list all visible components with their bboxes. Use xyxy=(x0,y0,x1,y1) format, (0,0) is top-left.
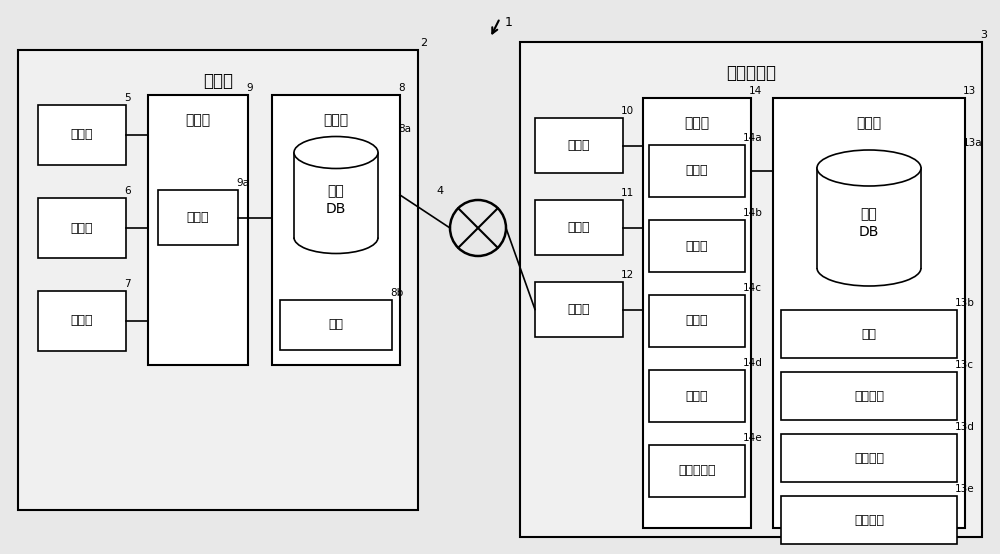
Text: 输出部: 输出部 xyxy=(71,222,93,234)
Text: 12: 12 xyxy=(621,270,634,280)
Bar xyxy=(781,310,957,358)
Ellipse shape xyxy=(294,136,378,168)
Text: 3: 3 xyxy=(980,30,987,40)
Text: 7: 7 xyxy=(124,279,131,289)
Text: 存储部: 存储部 xyxy=(856,116,882,130)
Bar xyxy=(643,98,751,528)
Text: 输入部: 输入部 xyxy=(568,139,590,152)
Text: 1: 1 xyxy=(505,16,513,29)
Text: 6: 6 xyxy=(124,186,131,196)
Text: 控制部: 控制部 xyxy=(684,116,710,130)
Text: 13: 13 xyxy=(963,86,976,96)
Text: 频率数据: 频率数据 xyxy=(854,452,884,464)
Text: 14a: 14a xyxy=(743,133,763,143)
Bar xyxy=(158,190,238,245)
Text: 14c: 14c xyxy=(743,283,762,293)
Bar xyxy=(280,300,392,350)
Text: 5: 5 xyxy=(124,93,131,103)
Text: 显示控制部: 显示控制部 xyxy=(678,464,716,478)
Bar xyxy=(781,372,957,420)
Text: 存储部: 存储部 xyxy=(323,113,349,127)
Text: 8: 8 xyxy=(398,83,405,93)
Text: 14d: 14d xyxy=(743,358,763,368)
Text: 9: 9 xyxy=(246,83,253,93)
Bar xyxy=(18,50,418,510)
Text: 内容
DB: 内容 DB xyxy=(326,184,346,216)
Text: 13e: 13e xyxy=(955,484,975,494)
Bar xyxy=(38,291,126,351)
Text: 13d: 13d xyxy=(955,422,975,432)
Text: 13c: 13c xyxy=(955,360,974,370)
Text: 辞典: 辞典 xyxy=(862,327,876,341)
Text: 4: 4 xyxy=(436,186,443,196)
Text: 服务器: 服务器 xyxy=(203,72,233,90)
Bar xyxy=(649,445,745,497)
Text: 8a: 8a xyxy=(398,125,411,135)
Text: 输出部: 输出部 xyxy=(568,221,590,234)
Text: 2: 2 xyxy=(420,38,427,48)
Text: 14: 14 xyxy=(749,86,762,96)
Text: 控制部: 控制部 xyxy=(185,113,211,127)
Bar xyxy=(649,145,745,197)
Text: 检索部: 检索部 xyxy=(686,389,708,403)
Ellipse shape xyxy=(817,150,921,186)
Bar xyxy=(773,98,965,528)
Text: 13a: 13a xyxy=(963,138,983,148)
Text: 11: 11 xyxy=(621,188,634,198)
Bar xyxy=(148,95,248,365)
Text: 9a: 9a xyxy=(236,178,249,188)
Bar xyxy=(781,434,957,482)
Bar xyxy=(38,105,126,165)
Bar xyxy=(38,198,126,258)
Text: 解压区域: 解压区域 xyxy=(854,389,884,403)
Bar xyxy=(649,295,745,347)
Text: 解压部: 解压部 xyxy=(686,165,708,177)
Text: 14b: 14b xyxy=(743,208,763,218)
Text: 内容
DB: 内容 DB xyxy=(859,207,879,239)
Bar xyxy=(535,118,623,173)
Bar xyxy=(649,220,745,272)
Text: 置换表格: 置换表格 xyxy=(854,514,884,526)
Text: 辞典: 辞典 xyxy=(328,319,344,331)
Bar xyxy=(649,370,745,422)
Text: 输入部: 输入部 xyxy=(71,129,93,141)
Text: 收发部: 收发部 xyxy=(568,303,590,316)
Text: 13b: 13b xyxy=(955,298,975,308)
Text: 收发部: 收发部 xyxy=(71,315,93,327)
Text: 14e: 14e xyxy=(743,433,763,443)
Text: 8b: 8b xyxy=(390,288,403,298)
Bar xyxy=(535,282,623,337)
Text: 利用者终端: 利用者终端 xyxy=(726,64,776,82)
Bar xyxy=(535,200,623,255)
Bar xyxy=(781,496,957,544)
Text: 储存部: 储存部 xyxy=(686,239,708,253)
Text: 10: 10 xyxy=(621,106,634,116)
Text: 更新部: 更新部 xyxy=(686,315,708,327)
Text: 压缩部: 压缩部 xyxy=(187,211,209,224)
Bar xyxy=(272,95,400,365)
Bar xyxy=(520,42,982,537)
